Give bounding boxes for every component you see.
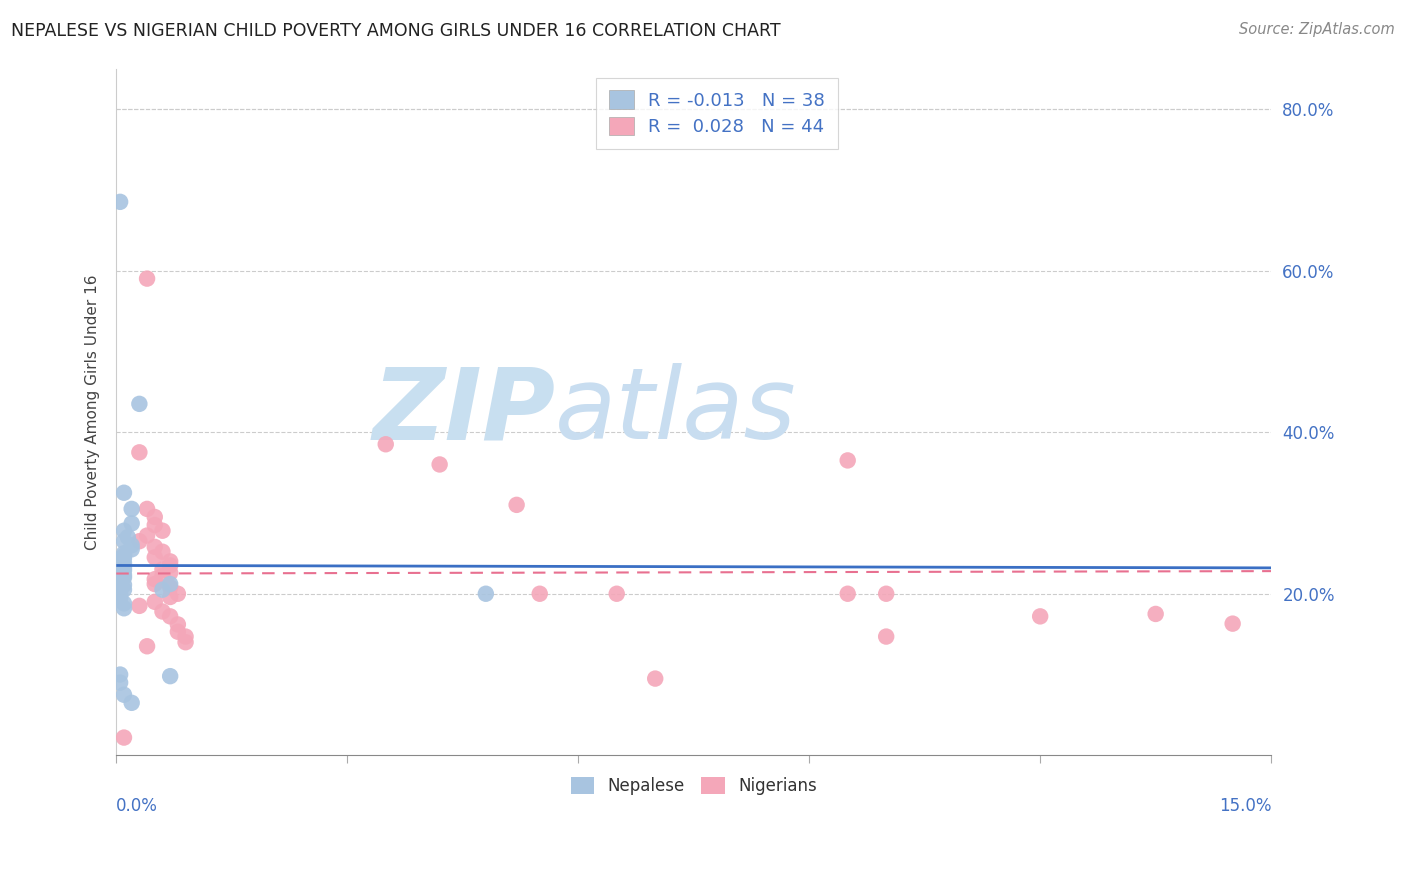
Point [128,534,150,549]
Point [174,635,197,649]
Point [159,577,181,591]
Y-axis label: Child Poverty Among Girls Under 16: Child Poverty Among Girls Under 16 [86,274,100,549]
Point [159,558,181,573]
Point [475,587,498,601]
Point [374,437,396,451]
Point [505,498,527,512]
Point [159,590,181,604]
Point [159,554,181,568]
Point [121,502,143,516]
Point [112,563,135,577]
Point [837,587,859,601]
Point [875,630,897,644]
Point [112,731,135,745]
Point [108,553,131,567]
Point [1029,609,1052,624]
Point [112,546,135,560]
Point [136,271,159,285]
Text: ZIP: ZIP [373,363,555,460]
Point [143,550,166,565]
Point [1222,616,1244,631]
Point [159,566,181,580]
Point [128,397,150,411]
Point [108,591,131,605]
Point [837,453,859,467]
Point [112,578,135,592]
Point [167,587,190,601]
Point [112,534,135,549]
Text: atlas: atlas [555,363,797,460]
Text: Source: ZipAtlas.com: Source: ZipAtlas.com [1239,22,1395,37]
Point [112,568,135,582]
Point [152,605,174,619]
Point [143,518,166,533]
Point [108,566,131,580]
Point [529,587,551,601]
Point [112,597,135,611]
Point [108,587,131,601]
Point [112,524,135,538]
Point [143,572,166,586]
Legend: Nepalese, Nigerians: Nepalese, Nigerians [564,771,824,802]
Point [174,630,197,644]
Point [143,510,166,524]
Text: 0.0%: 0.0% [117,797,157,814]
Point [108,667,131,681]
Point [429,458,451,472]
Point [112,561,135,575]
Point [136,640,159,654]
Point [108,575,131,590]
Text: NEPALESE VS NIGERIAN CHILD POVERTY AMONG GIRLS UNDER 16 CORRELATION CHART: NEPALESE VS NIGERIAN CHILD POVERTY AMONG… [11,22,780,40]
Point [112,582,135,597]
Point [136,502,159,516]
Point [112,485,135,500]
Point [117,530,139,544]
Point [159,669,181,683]
Point [128,599,150,613]
Point [112,601,135,615]
Point [121,696,143,710]
Point [152,569,174,583]
Point [112,549,135,563]
Point [112,551,135,566]
Point [143,595,166,609]
Text: 15.0%: 15.0% [1219,797,1271,814]
Point [167,617,190,632]
Point [121,516,143,531]
Point [112,688,135,702]
Point [167,624,190,639]
Point [152,562,174,576]
Point [112,556,135,570]
Point [121,538,143,552]
Point [136,528,159,542]
Point [143,577,166,591]
Point [108,675,131,690]
Point [112,571,135,585]
Point [108,573,131,587]
Point [121,542,143,557]
Point [108,194,131,209]
Point [152,524,174,538]
Point [152,545,174,559]
Point [143,540,166,554]
Point [159,609,181,624]
Point [875,587,897,601]
Point [152,582,174,597]
Point [108,580,131,594]
Point [128,445,150,459]
Point [1144,607,1167,621]
Point [644,672,666,686]
Point [108,558,131,573]
Point [606,587,628,601]
Point [159,580,181,594]
